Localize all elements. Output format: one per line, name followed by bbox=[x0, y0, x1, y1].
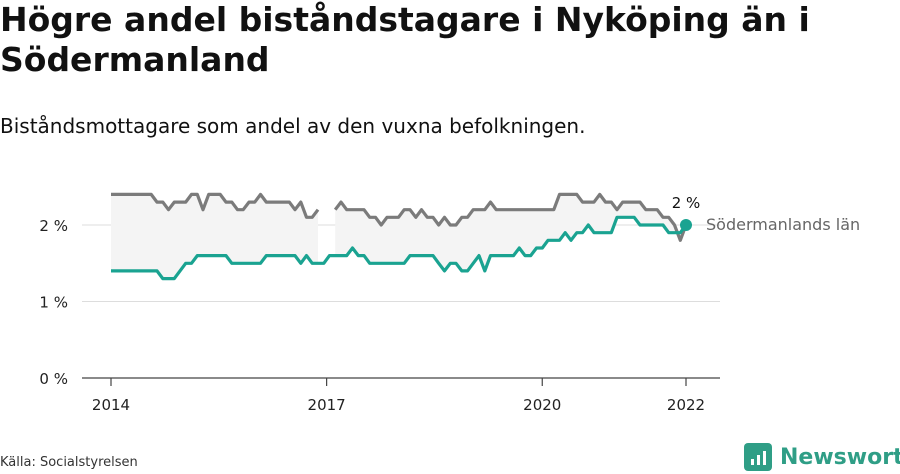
series-line-region bbox=[111, 192, 688, 242]
x-tick-label: 2017 bbox=[308, 396, 346, 414]
end-value-label: 2 % bbox=[672, 194, 701, 212]
y-tick-label: 2 % bbox=[39, 217, 68, 235]
label-layer: 2 % Södermanlands län bbox=[672, 194, 860, 234]
brand-name: Newsworthy bbox=[780, 444, 900, 470]
newsworthy-logo-icon bbox=[744, 443, 772, 471]
brand-logo: Newsworthy bbox=[744, 441, 900, 473]
gap-band bbox=[111, 194, 318, 279]
y-tick-label: 1 % bbox=[39, 294, 68, 312]
x-tick-label: 2014 bbox=[92, 396, 130, 414]
x-tick-label: 2020 bbox=[523, 396, 561, 414]
gap-band-layer bbox=[111, 194, 686, 279]
gap-band bbox=[335, 194, 686, 271]
series-line-municipality bbox=[111, 215, 688, 281]
series-layer bbox=[111, 192, 688, 281]
chart-title: Högre andel biståndstagare i Nyköping än… bbox=[0, 0, 810, 79]
series-label-region: Södermanlands län bbox=[706, 215, 860, 234]
y-tick-label: 0 % bbox=[39, 370, 68, 388]
chart-subtitle: Biståndsmottagare som andel av den vuxna… bbox=[0, 114, 586, 138]
axis-layer: 0 % 1 % 2 % 2014 2017 2020 2022 bbox=[39, 217, 720, 414]
end-point-marker bbox=[680, 219, 692, 231]
x-tick-label: 2022 bbox=[667, 396, 705, 414]
source-note: Källa: Socialstyrelsen bbox=[0, 455, 138, 470]
